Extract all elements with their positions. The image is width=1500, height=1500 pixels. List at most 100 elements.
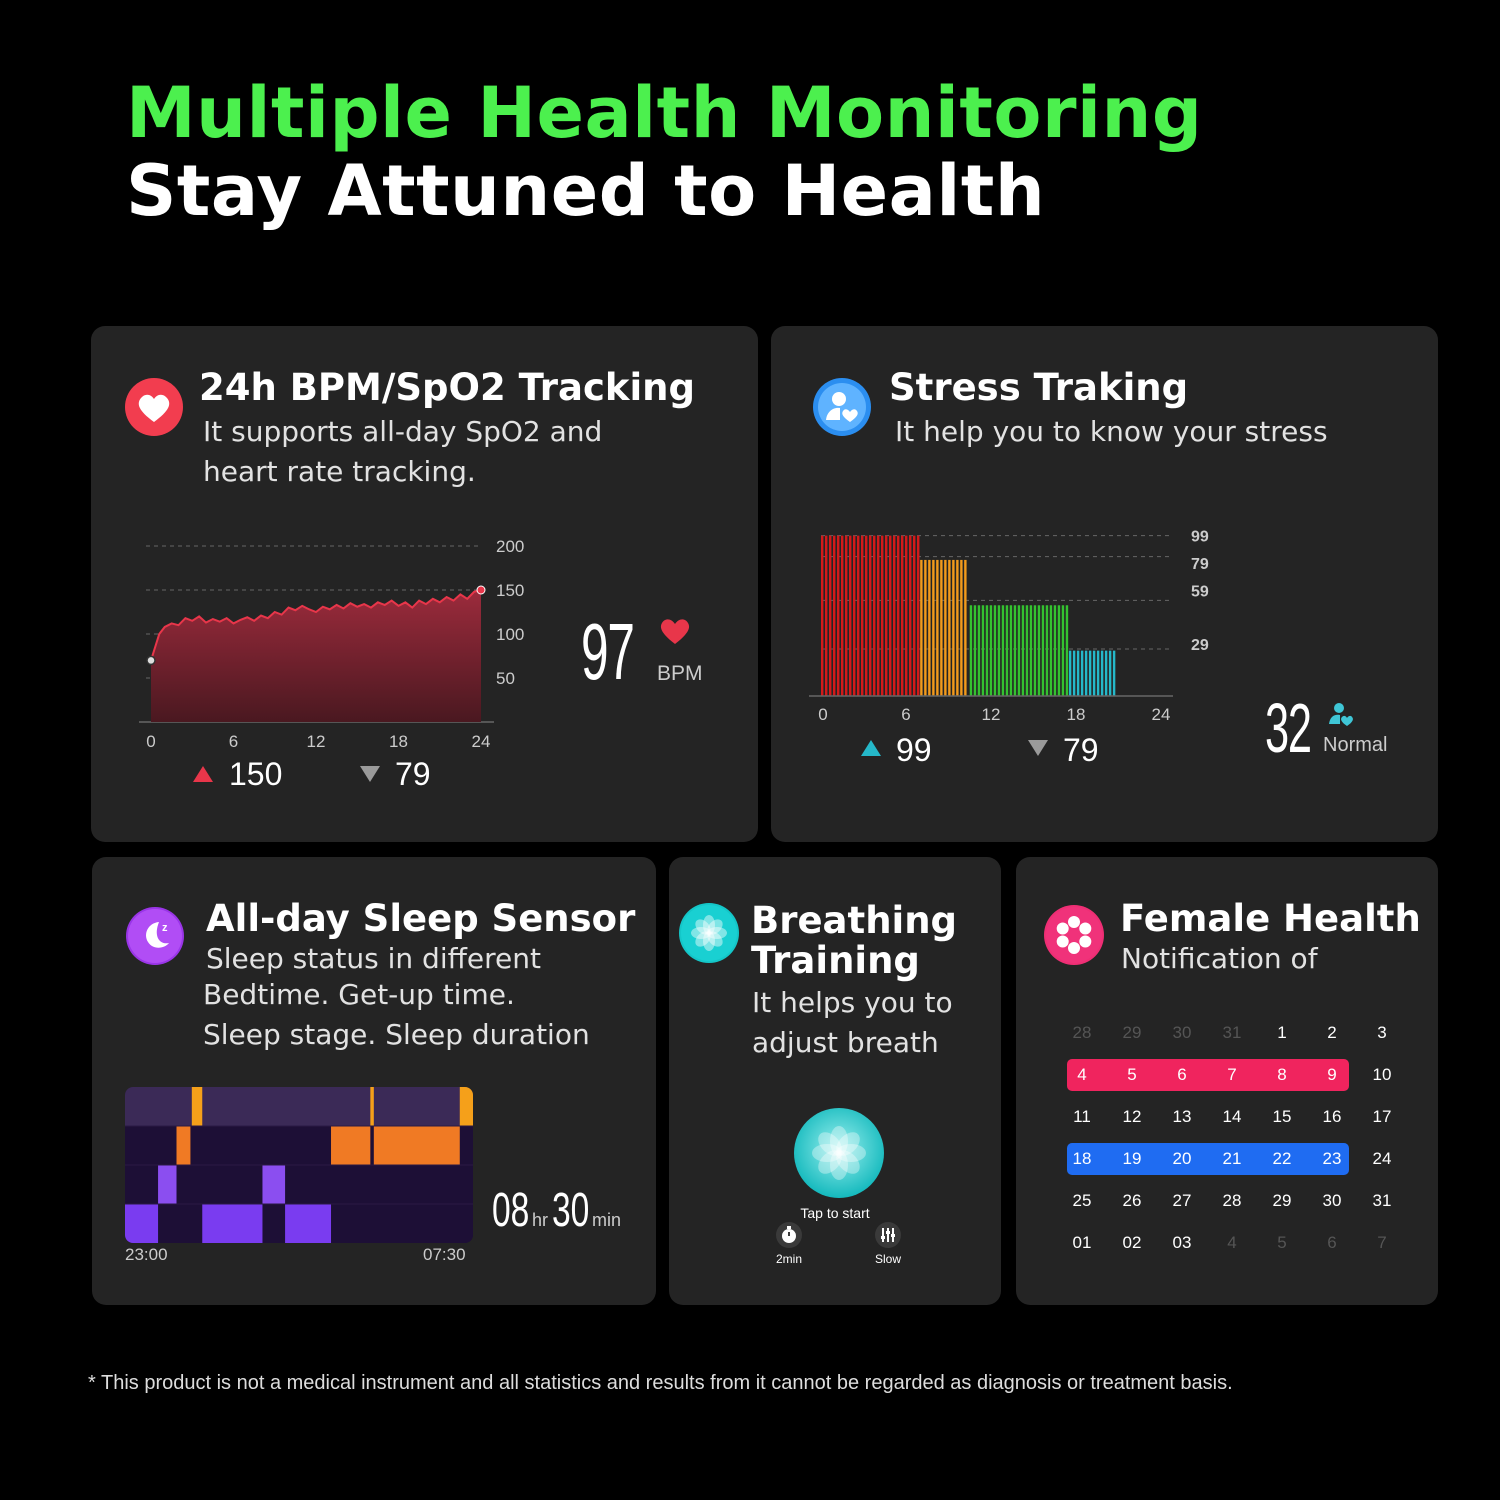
- calendar-day[interactable]: 03: [1172, 1233, 1192, 1252]
- max-point: [476, 585, 486, 595]
- stress-bar: [1021, 605, 1025, 696]
- stress-bar: [893, 535, 896, 696]
- stress-bar: [861, 535, 864, 696]
- y-tick-label: 59: [1191, 583, 1209, 600]
- sleep-stage-segment: [262, 1165, 286, 1204]
- up-triangle-icon: [859, 738, 883, 762]
- sleep-hours: 08: [492, 1184, 530, 1237]
- sleep-stage-segment: [331, 1126, 371, 1165]
- calendar-day[interactable]: 28: [1072, 1023, 1092, 1042]
- calendar-day[interactable]: 31: [1222, 1023, 1242, 1042]
- stress-bar: [833, 535, 836, 696]
- calendar-day[interactable]: 01: [1072, 1233, 1092, 1252]
- calendar-day[interactable]: 26: [1122, 1191, 1142, 1210]
- calendar-day[interactable]: 29: [1122, 1023, 1142, 1042]
- stress-card: Stress Traking It help you to know your …: [771, 326, 1438, 842]
- calendar-day[interactable]: 2: [1327, 1023, 1337, 1042]
- bpm-value: 97: [581, 607, 635, 696]
- asterisk-flower-icon: [1044, 905, 1104, 965]
- calendar-day[interactable]: 3: [1377, 1023, 1387, 1042]
- calendar-day[interactable]: 15: [1272, 1107, 1292, 1126]
- x-tick-label: 0: [818, 705, 827, 724]
- calendar-day[interactable]: 02: [1122, 1233, 1142, 1252]
- stress-bar: [1084, 650, 1088, 696]
- calendar-day[interactable]: 14: [1222, 1107, 1242, 1126]
- stress-bar: [1068, 650, 1072, 696]
- calendar-day[interactable]: 4: [1077, 1065, 1087, 1084]
- stress-bar: [1005, 605, 1009, 696]
- calendar-day[interactable]: 28: [1222, 1191, 1242, 1210]
- calendar-day[interactable]: 7: [1377, 1233, 1387, 1252]
- stress-bar: [865, 535, 868, 696]
- stress-bar: [853, 535, 856, 696]
- svg-text:z: z: [162, 922, 168, 934]
- calendar-day[interactable]: 17: [1372, 1107, 1392, 1126]
- calendar-day[interactable]: 23: [1322, 1149, 1342, 1168]
- sleep-card-desc-line3: Sleep stage. Sleep duration: [203, 1018, 590, 1051]
- calendar-day[interactable]: 30: [1322, 1191, 1342, 1210]
- calendar-day[interactable]: 30: [1172, 1023, 1192, 1042]
- y-tick-label: 50: [496, 669, 515, 688]
- calendar-day[interactable]: 16: [1322, 1107, 1342, 1126]
- stress-bar: [997, 605, 1001, 696]
- stress-bar: [821, 535, 824, 696]
- calendar-day[interactable]: 21: [1222, 1149, 1242, 1168]
- stress-bar: [829, 535, 832, 696]
- calendar-day[interactable]: 1: [1277, 1023, 1287, 1042]
- stress-bar: [977, 605, 981, 696]
- stress-bar: [1096, 650, 1100, 696]
- calendar-day[interactable]: 5: [1127, 1065, 1137, 1084]
- stress-bar: [964, 559, 967, 696]
- breathing-start-button[interactable]: [794, 1108, 884, 1198]
- disclaimer: * This product is not a medical instrume…: [88, 1372, 1233, 1394]
- calendar-day[interactable]: 12: [1122, 1107, 1142, 1126]
- timer-icon[interactable]: [775, 1221, 803, 1253]
- calendar-day[interactable]: 6: [1177, 1065, 1187, 1084]
- calendar-day[interactable]: 4: [1227, 1233, 1237, 1252]
- breathing-title-line2: Training: [751, 939, 920, 982]
- calendar-day[interactable]: 19: [1122, 1149, 1142, 1168]
- female-card-desc: Notification of: [1121, 942, 1318, 975]
- stress-bar: [936, 559, 939, 696]
- min-point: [146, 655, 156, 666]
- calendar-day[interactable]: 25: [1072, 1191, 1092, 1210]
- page-subtitle: Stay Attuned to Health: [126, 150, 1046, 232]
- calendar-day[interactable]: 20: [1172, 1149, 1192, 1168]
- stress-bar: [985, 605, 989, 696]
- heart-small-icon: [658, 616, 692, 650]
- calendar-day[interactable]: 8: [1277, 1065, 1287, 1084]
- sleep-hours-unit: hr: [532, 1210, 549, 1230]
- calendar-day[interactable]: 7: [1227, 1065, 1237, 1084]
- calendar-day[interactable]: 31: [1372, 1191, 1392, 1210]
- calendar-day[interactable]: 9: [1327, 1065, 1337, 1084]
- pace-slider-icon[interactable]: [874, 1221, 902, 1253]
- stress-value: 32: [1265, 689, 1312, 767]
- calendar-day[interactable]: 13: [1172, 1107, 1192, 1126]
- x-tick-label: 18: [389, 732, 408, 751]
- y-tick-label: 150: [496, 581, 524, 600]
- calendar-day[interactable]: 5: [1277, 1233, 1287, 1252]
- stress-bar: [1080, 650, 1084, 696]
- stress-bar: [924, 559, 927, 696]
- calendar-day[interactable]: 24: [1372, 1149, 1392, 1168]
- ovulation-highlight: [1067, 1143, 1349, 1175]
- calendar-day[interactable]: 27: [1172, 1191, 1192, 1210]
- flower-icon: [679, 903, 739, 963]
- calendar-day[interactable]: 10: [1372, 1065, 1392, 1084]
- bpm-unit: BPM: [657, 662, 703, 685]
- y-tick-label: 100: [496, 625, 524, 644]
- x-tick-label: 18: [1067, 705, 1086, 724]
- stress-bar: [913, 535, 916, 696]
- stress-bar: [1045, 605, 1049, 696]
- sleep-stage-segment: [285, 1204, 332, 1243]
- stress-bar: [1057, 605, 1061, 696]
- calendar-day[interactable]: 6: [1327, 1233, 1337, 1252]
- bpm-chart: 200 150 100 50 0 6 12 18 24: [139, 537, 524, 751]
- calendar-day[interactable]: 29: [1272, 1191, 1292, 1210]
- bpm-card-title: 24h BPM/SpO2 Tracking: [199, 366, 696, 409]
- calendar-day[interactable]: 22: [1272, 1149, 1292, 1168]
- stress-bar: [825, 535, 828, 696]
- calendar-day[interactable]: 11: [1073, 1107, 1091, 1126]
- calendar-day[interactable]: 18: [1072, 1149, 1092, 1168]
- stress-bar: [889, 535, 892, 696]
